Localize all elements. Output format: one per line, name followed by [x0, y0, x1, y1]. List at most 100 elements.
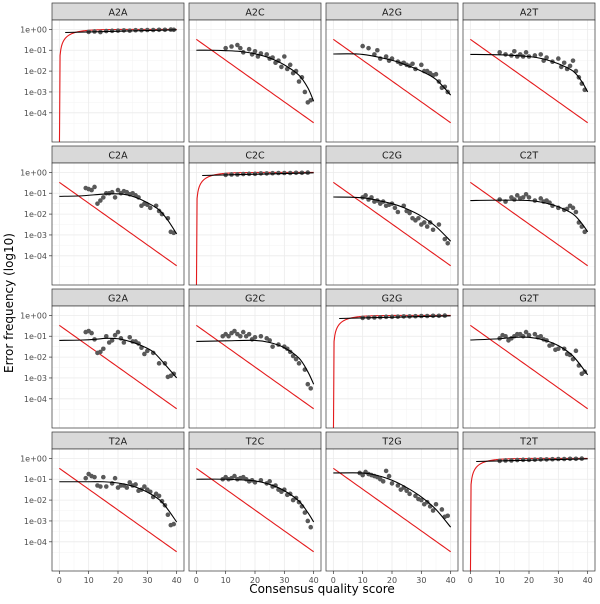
observed-point: [121, 340, 127, 345]
observed-point: [424, 224, 430, 229]
y-tick-label: 1e-03: [24, 517, 47, 526]
observed-point: [395, 209, 401, 215]
facet-panel-g2c: G2C: [188, 288, 322, 429]
y-tick-label: 1e-01: [24, 332, 47, 341]
facet-panel-t2c: T2C 0 10 20 30 40: [188, 431, 322, 585]
facet-panel-g2g: G2G: [325, 288, 459, 429]
strip-label: G2A: [108, 294, 128, 305]
strip-label: T2C: [245, 437, 265, 448]
observed-point: [92, 184, 97, 190]
observed-point: [532, 331, 538, 337]
observed-point: [235, 42, 240, 48]
fitted-error-line: [59, 337, 178, 379]
fitted-error-line: [476, 458, 588, 463]
facet-panel-t2t: T2T 0 10 20 30 40: [462, 431, 596, 585]
panel-data: [58, 27, 177, 142]
observed-point: [156, 361, 162, 366]
observed-point: [112, 475, 118, 481]
fitted-error-line: [333, 196, 452, 242]
observed-point: [282, 54, 287, 59]
observed-point: [246, 46, 252, 52]
fitted-error-line: [339, 315, 451, 320]
observed-point: [115, 329, 121, 335]
fitted-error-line: [59, 481, 178, 523]
nominal-error-line: [470, 38, 588, 124]
strip-label: A2C: [245, 8, 265, 19]
observed-point: [503, 52, 508, 57]
y-tick-label: 1e-02: [24, 496, 47, 505]
strip-label: C2A: [108, 151, 128, 162]
observed-point: [582, 229, 588, 235]
x-tick-label: 30: [553, 576, 563, 585]
y-tick-label: 1e+00: [20, 311, 47, 320]
observed-point: [308, 386, 314, 391]
strip-label: A2A: [108, 8, 128, 19]
panel-data: [196, 38, 315, 124]
panel-data: [470, 38, 589, 124]
y-tick-label: 1e-04: [24, 538, 47, 547]
observed-point: [561, 60, 567, 66]
observed-point: [380, 479, 386, 484]
observed-point: [101, 195, 106, 200]
panel-border: [188, 305, 322, 429]
facet-panel-t2a: T2A 1e+00 1e-01 1e-02 1e-03 1e-04 0 10 20 30 40: [20, 431, 185, 585]
facet-panels: A2A 1e+00 1e-01 1e-02 1e-03 1e-04 A2C A2G A2T C2A…: [20, 2, 596, 585]
observed-point: [290, 353, 296, 359]
observed-point: [223, 45, 228, 51]
observed-point: [363, 193, 368, 198]
facet-panel-a2a: A2A 1e+00 1e-01 1e-02 1e-03 1e-04: [20, 2, 185, 143]
observed-point: [95, 201, 100, 206]
observed-point: [520, 333, 526, 339]
observed-point: [419, 62, 424, 68]
y-tick-label: 1e-01: [24, 189, 47, 198]
panel-data: [196, 324, 315, 410]
strip-label: G2C: [245, 294, 265, 305]
observed-point: [103, 484, 109, 489]
observed-point: [127, 334, 133, 340]
y-tick-label: 1e-02: [24, 210, 47, 219]
facet-panel-t2g: T2G 0 10 20 30 40: [325, 431, 459, 585]
fitted-error-line: [65, 29, 177, 34]
nominal-error-line: [196, 467, 314, 553]
observed-point: [526, 332, 532, 338]
observed-point: [267, 479, 272, 484]
observed-point: [302, 89, 308, 95]
observed-point: [389, 481, 395, 486]
observed-point: [512, 48, 517, 54]
observed-point: [538, 52, 544, 57]
observed-point: [156, 208, 162, 214]
fitted-error-line: [470, 53, 589, 93]
x-axis-title: Consensus quality score: [249, 582, 395, 596]
observed-point: [439, 507, 445, 512]
observed-point: [544, 55, 549, 60]
fitted-error-line: [470, 336, 589, 376]
x-tick-label: 10: [221, 576, 231, 585]
observed-point: [109, 338, 115, 343]
observed-point: [296, 499, 302, 505]
fitted-error-line: [333, 472, 452, 528]
strip-label: C2C: [245, 151, 265, 162]
x-tick-label: 0: [331, 576, 336, 585]
observed-point: [165, 512, 171, 517]
observed-point: [150, 350, 156, 356]
observed-point: [98, 198, 103, 203]
observed-point: [293, 356, 299, 362]
y-tick-label: 1e-03: [24, 374, 47, 383]
facet-panel-a2t: A2T: [462, 2, 596, 143]
observed-point: [305, 518, 311, 524]
x-tick-label: 10: [84, 576, 94, 585]
panel-border: [462, 162, 596, 286]
observed-point: [570, 205, 576, 211]
observed-point: [570, 58, 576, 63]
observed-point: [436, 222, 442, 227]
y-tick-label: 1e+00: [20, 454, 47, 463]
facet-panel-c2t: C2T: [462, 145, 596, 286]
observed-point: [366, 45, 371, 51]
panel-data: [469, 456, 588, 571]
observed-point: [410, 61, 415, 67]
facet-panel-a2c: A2C: [188, 2, 322, 143]
x-tick-label: 40: [172, 576, 182, 585]
observed-point: [287, 62, 293, 68]
observed-point: [127, 480, 133, 485]
